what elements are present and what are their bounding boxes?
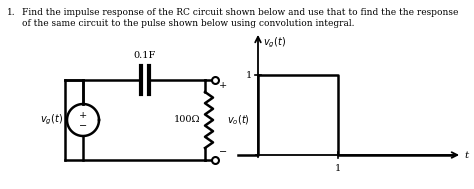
Text: 0.1F: 0.1F — [134, 51, 156, 60]
Text: +: + — [219, 81, 227, 91]
Text: $v_g(t)$: $v_g(t)$ — [40, 113, 63, 127]
Text: −: − — [219, 147, 227, 156]
Text: 1.: 1. — [7, 8, 16, 17]
Text: 100Ω: 100Ω — [173, 115, 200, 125]
Text: +: + — [79, 111, 87, 119]
Text: $v_g(t)$: $v_g(t)$ — [263, 36, 286, 50]
Text: Find the impulse response of the RC circuit shown below and use that to find the: Find the impulse response of the RC circ… — [22, 8, 458, 17]
Text: of the same circuit to the pulse shown below using convolution integral.: of the same circuit to the pulse shown b… — [22, 19, 355, 28]
Text: 1: 1 — [246, 70, 252, 80]
Text: −: − — [79, 122, 87, 130]
Text: t: t — [464, 152, 468, 160]
Text: $v_o(t)$: $v_o(t)$ — [227, 113, 250, 127]
Text: 1: 1 — [335, 164, 341, 173]
